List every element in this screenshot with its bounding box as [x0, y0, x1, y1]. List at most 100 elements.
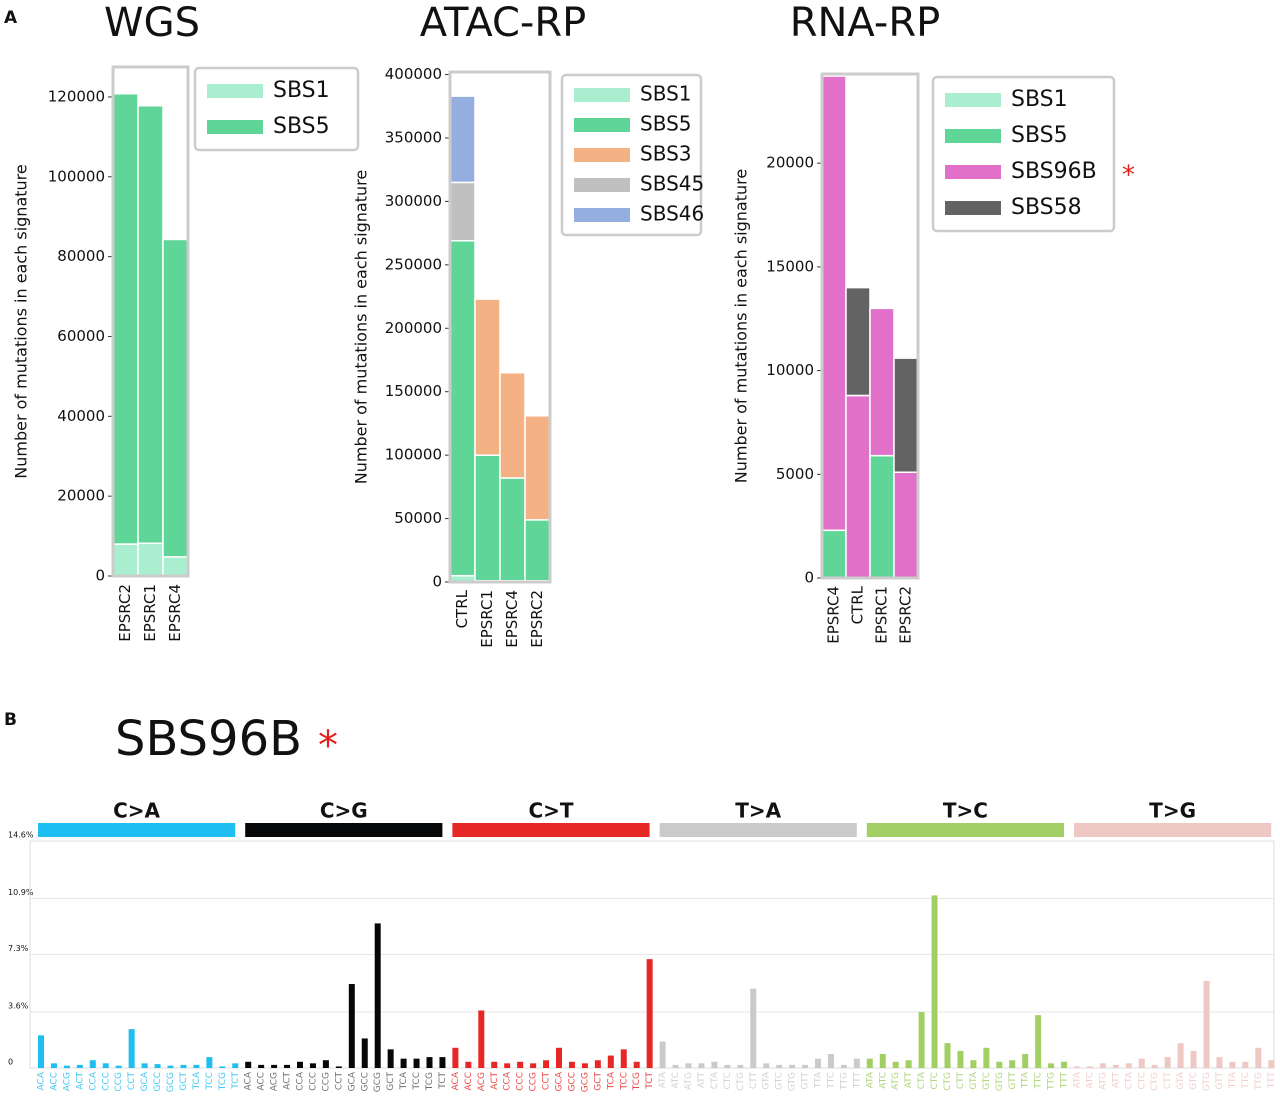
bar	[387, 1049, 394, 1068]
bar	[879, 1054, 886, 1068]
y-tick-label: 100000	[385, 446, 442, 464]
x-tick-label: TCA	[192, 1071, 202, 1090]
mutation-type-label: T>G	[1149, 799, 1196, 823]
x-tick-label: ATG	[684, 1072, 694, 1090]
bar	[219, 1066, 226, 1068]
bar	[491, 1061, 498, 1068]
chart-title: ATAC-RP	[420, 0, 587, 46]
annotation: *	[1122, 161, 1135, 191]
mutation-type-label: C>G	[320, 799, 368, 823]
annotation: *	[318, 723, 338, 769]
mutation-type-strip	[245, 823, 443, 837]
bar	[89, 1060, 96, 1068]
bar	[154, 1064, 161, 1068]
x-tick-label: GTC	[1189, 1072, 1199, 1090]
x-tick-label: GCT	[593, 1072, 603, 1091]
bar	[245, 1061, 252, 1068]
x-tick-label: GTC	[775, 1072, 785, 1090]
x-tick-label: GCA	[347, 1071, 357, 1091]
bar	[1255, 1047, 1262, 1068]
x-tick-label: TCG	[425, 1072, 435, 1091]
bar-segment	[821, 75, 847, 532]
x-tick-label: TTT	[1060, 1072, 1070, 1090]
bar	[413, 1058, 420, 1068]
y-tick-label: 100000	[48, 167, 105, 185]
bar-segment	[112, 92, 139, 545]
bar	[374, 923, 381, 1068]
x-tick-label: EPSRC2	[528, 590, 546, 648]
bar	[594, 1060, 601, 1068]
chart-title: SBS96B	[115, 711, 302, 767]
x-tick-label: GCT	[386, 1072, 396, 1091]
x-tick-label: EPSRC4	[166, 584, 184, 642]
x-tick-label: TTC	[826, 1072, 836, 1090]
x-tick-label: ATG	[891, 1072, 901, 1090]
x-tick-label: GTG	[788, 1072, 798, 1091]
mutation-type-label: T>C	[943, 799, 988, 823]
x-tick-label: CTRL	[453, 589, 471, 628]
chart-title: WGS	[104, 0, 200, 46]
y-tick-label: 15000	[766, 257, 814, 275]
bar	[193, 1064, 200, 1068]
x-tick-label: TCG	[218, 1072, 228, 1091]
bar	[348, 984, 355, 1068]
bar	[1112, 1064, 1119, 1068]
bar	[335, 1066, 342, 1068]
bar	[970, 1060, 977, 1068]
x-tick-label: CTC	[1137, 1072, 1147, 1090]
bar	[1138, 1058, 1145, 1068]
bar	[620, 1049, 627, 1068]
x-tick-label: TCC	[205, 1072, 215, 1091]
x-tick-label: GCG	[166, 1072, 176, 1092]
bar-segment	[893, 471, 919, 579]
bar-segment	[821, 529, 847, 579]
y-tick-label: 10.9%	[8, 888, 34, 897]
x-tick-label: TTT	[852, 1072, 862, 1090]
bar	[827, 1054, 834, 1068]
bar	[840, 1064, 847, 1068]
x-tick-label: EPSRC2	[116, 584, 134, 642]
x-tick-label: CTA	[710, 1071, 720, 1089]
x-tick-label: CTG	[1150, 1072, 1160, 1091]
y-axis-label: Number of mutations in each signature	[732, 169, 751, 483]
bar	[957, 1050, 964, 1068]
bar	[504, 1063, 511, 1068]
bar	[309, 1063, 316, 1068]
bar	[361, 1038, 368, 1068]
legend-swatch	[945, 165, 1001, 179]
bar	[789, 1064, 796, 1068]
bar-segment	[449, 95, 476, 184]
x-tick-label: CTRL	[849, 585, 867, 624]
x-tick-label: ACT	[490, 1071, 500, 1089]
bar	[672, 1064, 679, 1068]
x-tick-label: TCT	[438, 1072, 448, 1090]
legend-swatch	[574, 208, 630, 222]
bar	[63, 1065, 70, 1068]
bar-segment	[524, 415, 551, 521]
x-tick-label: TTG	[1254, 1072, 1264, 1091]
bar	[853, 1058, 860, 1068]
bar-segment	[137, 542, 164, 577]
bar	[607, 1055, 614, 1068]
bar	[892, 1061, 899, 1068]
x-tick-label: ATA	[1073, 1071, 1083, 1088]
x-tick-label: EPSRC2	[897, 586, 915, 644]
bar	[1190, 1050, 1197, 1068]
x-tick-label: TCC	[412, 1072, 422, 1091]
legend-swatch	[574, 88, 630, 102]
mutation-type-strip	[1074, 823, 1272, 837]
legend-swatch	[574, 118, 630, 132]
bar	[724, 1064, 731, 1068]
bar	[659, 1041, 666, 1068]
bar-segment	[499, 371, 526, 479]
x-tick-label: CCC	[516, 1072, 526, 1091]
x-tick-label: CTA	[1124, 1071, 1134, 1089]
mutation-type-strip	[866, 823, 1064, 837]
legend-label: SBS1	[273, 78, 330, 103]
chart-title: RNA-RP	[790, 0, 941, 46]
x-tick-label: TTT	[1267, 1072, 1277, 1090]
bar	[141, 1063, 148, 1068]
x-tick-label: CTC	[723, 1072, 733, 1090]
y-axis-label: Number of mutations in each signature	[12, 164, 31, 478]
x-tick-label: CTG	[736, 1072, 746, 1091]
